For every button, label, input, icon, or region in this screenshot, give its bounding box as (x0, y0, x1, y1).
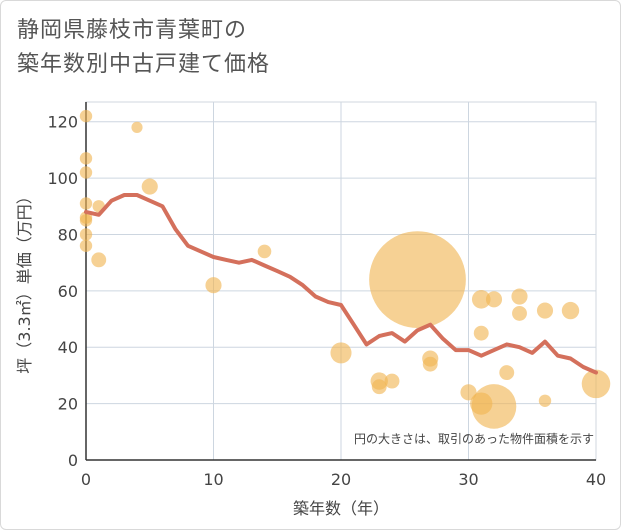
x-tick-label-20: 20 (331, 470, 351, 489)
x-tick-label-30: 30 (458, 470, 478, 489)
chart-title-line-1: 静岡県藤枝市青葉町の (17, 18, 248, 43)
data-bubble-11 (141, 178, 158, 195)
y-tick-label-100: 100 (47, 169, 78, 188)
data-bubble-32 (561, 301, 580, 320)
chart-title: 静岡県藤枝市青葉町の 築年数別中古戸建て価格 (17, 14, 270, 82)
data-bubble-17 (384, 373, 400, 389)
data-bubble-2 (79, 166, 93, 179)
average-price-line (84, 193, 598, 375)
data-bubble-30 (536, 302, 554, 319)
data-bubble-10 (131, 121, 143, 133)
data-bubble-23 (473, 325, 489, 341)
data-bubble-26 (471, 384, 517, 429)
data-bubble-20 (422, 356, 438, 372)
data-bubble-16 (371, 379, 387, 395)
data-bubble-27 (499, 365, 515, 381)
x-tick-label-40: 40 (586, 470, 606, 489)
y-tick-label-0: 0 (68, 451, 78, 470)
chart-title-line-2: 築年数別中古戸建て価格 (17, 52, 271, 77)
data-bubble-31 (538, 394, 552, 408)
y-tick-label-40: 40 (58, 338, 78, 357)
data-bubble-18 (369, 231, 466, 328)
data-bubble-0 (79, 109, 93, 123)
data-bubble-21 (460, 384, 477, 401)
data-bubble-29 (512, 305, 527, 321)
y-tick-label-60: 60 (58, 282, 78, 301)
y-axis-title: 坪（3.3㎡）単価（万円） (15, 188, 34, 373)
data-bubble-33 (581, 369, 611, 399)
data-bubble-6 (79, 228, 93, 241)
data-bubble-1 (79, 152, 93, 165)
data-bubble-22 (471, 290, 491, 309)
data-bubble-3 (79, 197, 93, 210)
y-tick-label-120: 120 (47, 113, 78, 132)
data-bubble-14 (330, 342, 352, 364)
data-bubble-13 (257, 244, 272, 259)
y-tick-label-80: 80 (58, 225, 78, 244)
data-bubble-25 (485, 291, 503, 308)
chart-note: 円の大きさは、取引のあった物件面積を示す (354, 431, 594, 446)
data-bubble-9 (91, 252, 107, 268)
data-bubble-12 (205, 277, 222, 294)
data-bubble-5 (79, 214, 93, 227)
x-tick-label-10: 10 (203, 470, 223, 489)
data-bubble-7 (79, 239, 93, 252)
x-tick-label-0: 0 (81, 470, 91, 489)
data-bubble-28 (511, 288, 528, 305)
y-tick-label-20: 20 (58, 395, 78, 414)
x-axis-title: 築年数（年） (293, 499, 389, 518)
